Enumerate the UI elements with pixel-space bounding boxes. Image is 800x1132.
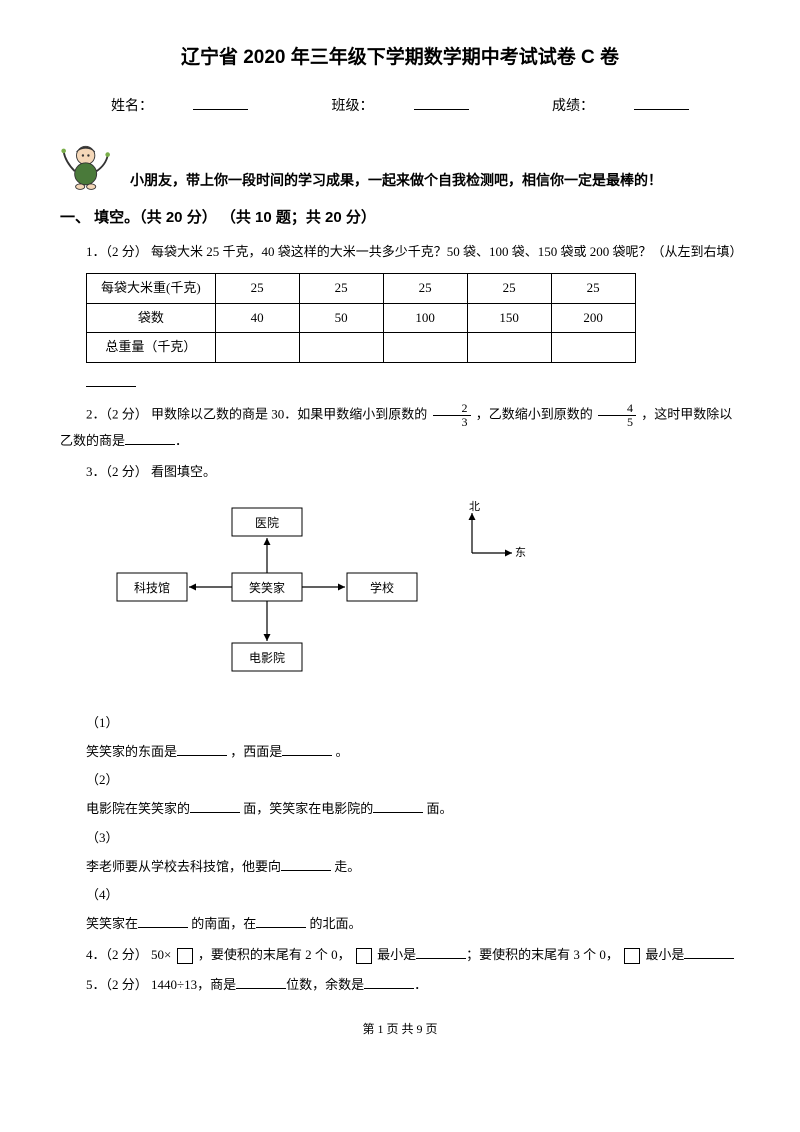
q2-blank[interactable] [125, 430, 175, 445]
svg-text:医院: 医院 [255, 516, 279, 530]
box-icon [624, 948, 640, 964]
table-row: 总重量（千克） [87, 333, 636, 363]
q2-text: 2．（2 分） 甲数除以乙数的商是 30．如果甲数缩小到原数的 23 ，乙数缩小… [60, 402, 740, 454]
section-1-head: 一、 填空。（共 20 分） （共 10 题；共 20 分） [60, 204, 740, 233]
encourage-row: 小朋友，带上你一段时间的学习成果，一起来做个自我检测吧，相信你一定是最棒的！ [60, 139, 740, 194]
score-label: 成绩： [552, 99, 594, 114]
box-icon [356, 948, 372, 964]
svg-text:科技馆: 科技馆 [134, 580, 170, 595]
page-footer: 第 1 页 共 9 页 [60, 1018, 740, 1041]
class-blank[interactable] [414, 95, 469, 110]
row3-label: 总重量（千克） [87, 333, 216, 363]
page-title: 辽宁省 2020 年三年级下学期数学期中考试试卷 C 卷 [60, 40, 740, 76]
q3-4: 笑笑家在 的南面，在 的北面。 [86, 912, 740, 937]
q3-3-label: （3） [86, 826, 740, 851]
class-label: 班级： [332, 99, 374, 114]
score-blank[interactable] [634, 95, 689, 110]
svg-text:学校: 学校 [370, 580, 394, 595]
q5-text: 5．（2 分） 1440÷13，商是位数，余数是． [60, 973, 740, 998]
fraction-2-3: 23 [433, 402, 471, 429]
q4-text: 4．（2 分） 50× ，要使积的末尾有 2 个 0， 最小是；要使积的末尾有 … [60, 943, 740, 968]
row2-label: 袋数 [87, 303, 216, 333]
table-row: 每袋大米重(千克) 2525252525 [87, 273, 636, 303]
q1-answer-blank[interactable] [86, 372, 136, 387]
mascot-icon [60, 139, 115, 194]
q1-table: 每袋大米重(千克) 2525252525 袋数 4050100150200 总重… [86, 273, 636, 363]
q3-1: 笑笑家的东面是 ，西面是 。 [86, 740, 740, 765]
q1-text: 1．（2 分） 每袋大米 25 千克，40 袋这样的大米一共多少千克？50 袋、… [60, 240, 740, 265]
fraction-4-5: 45 [598, 402, 636, 429]
info-line: 姓名： 班级： 成绩： [60, 94, 740, 121]
svg-text:电影院: 电影院 [249, 651, 285, 665]
q3-2: 电影院在笑笑家的 面，笑笑家在电影院的 面。 [86, 797, 740, 822]
svg-text:笑笑家: 笑笑家 [249, 580, 285, 595]
encourage-text: 小朋友，带上你一段时间的学习成果，一起来做个自我检测吧，相信你一定是最棒的！ [130, 167, 740, 194]
q3-1-label: （1） [86, 711, 740, 736]
table-row: 袋数 4050100150200 [87, 303, 636, 333]
north-label: 北 [469, 500, 480, 513]
q3-text: 3．（2 分） 看图填空。 [60, 460, 740, 485]
q3-diagram: 北 东 医院 科技馆 笑笑家 学校 电影院 [112, 498, 740, 697]
name-blank[interactable] [193, 95, 248, 110]
q3-3: 李老师要从学校去科技馆，他要向 走。 [86, 855, 740, 880]
q3-2-label: （2） [86, 768, 740, 793]
east-label: 东 [515, 546, 526, 559]
row1-label: 每袋大米重(千克) [87, 273, 216, 303]
box-icon [177, 948, 193, 964]
name-label: 姓名： [111, 99, 153, 114]
q3-4-label: （4） [86, 883, 740, 908]
exam-page: 辽宁省 2020 年三年级下学期数学期中考试试卷 C 卷 姓名： 班级： 成绩：… [0, 0, 800, 1061]
